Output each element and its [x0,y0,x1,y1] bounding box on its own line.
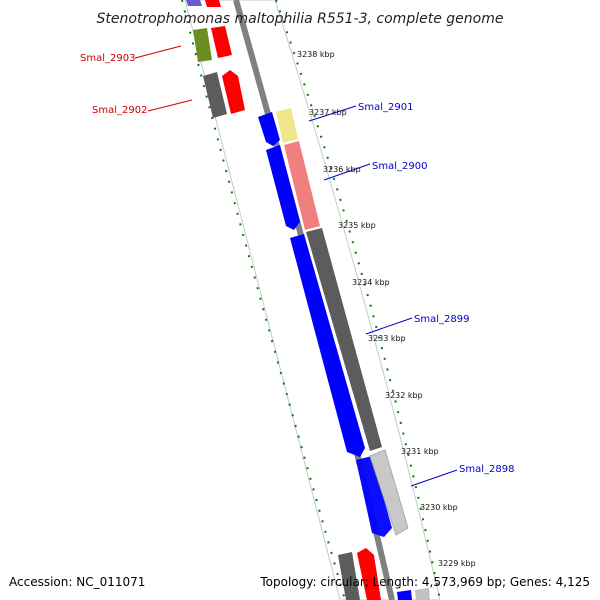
gene-label-smal-2902[interactable]: Smal_2902 [92,105,147,116]
feature-block-lightgray-bottom[interactable] [415,588,430,600]
feature-block-darkgray[interactable] [306,228,382,451]
kbp-label: 3234 kbp [352,278,390,287]
gene-block-smal-2901[interactable] [258,112,280,146]
leader-smal-2900 [323,163,371,181]
feature-block-red-top[interactable] [211,26,232,58]
kbp-label: 3235 kbp [338,221,376,230]
kbp-label: 3232 kbp [385,391,423,400]
feature-block-khaki[interactable] [276,108,298,143]
gene-label-smal-2900[interactable]: Smal_2900 [372,161,427,172]
leader-smal-2902 [147,99,193,112]
gene-label-smal-2903[interactable]: Smal_2903 [80,53,135,64]
accession-text: Accession: NC_011071 [9,575,145,589]
gene-label-smal-2901[interactable]: Smal_2901 [358,102,413,113]
feature-block-darkgray-bottom[interactable] [338,552,360,600]
feature-block-purple-top[interactable] [186,0,202,6]
leader-smal-2901 [308,105,357,122]
gene-block-smal-2902[interactable] [222,70,245,114]
feature-block-red-bottom[interactable] [357,548,381,600]
kbp-label: 3238 kbp [297,50,335,59]
kbp-label: 3229 kbp [438,559,476,568]
genome-summary-text: Topology: circular; Length: 4,573,969 bp… [259,575,590,589]
feature-block-red-top-edge[interactable] [205,0,221,7]
gene-block-smal-2898[interactable] [356,456,392,537]
gene-label-smal-2899[interactable]: Smal_2899 [414,314,469,325]
kbp-label: 3233 kbp [368,334,406,343]
feature-block-darkgray-small[interactable] [203,72,227,118]
leader-smal-2899 [365,317,413,335]
feature-block-olive[interactable] [193,28,212,62]
feature-block-blue-bottom[interactable] [397,590,412,600]
map-title: Stenotrophomonas maltophilia R551-3, com… [97,11,504,27]
kbp-label: 3236 kbp [323,165,361,174]
kbp-label: 3230 kbp [420,503,458,512]
tick-track-outer [275,0,441,600]
feature-block-salmon[interactable] [284,141,320,230]
leader-smal-2898 [410,469,458,487]
kbp-label: 3231 kbp [401,447,439,456]
feature-block-lightgray[interactable] [369,449,409,536]
kbp-label: 3237 kbp [309,108,347,117]
gene-label-smal-2898[interactable]: Smal_2898 [459,464,514,475]
kbp-labels: 3229 kbp 3230 kbp 3231 kbp 3232 kbp 3233… [297,50,476,568]
leader-smal-2903 [134,45,182,59]
gene-block-smal-2899[interactable] [290,234,365,457]
gene-block-smal-2900[interactable] [266,145,300,230]
